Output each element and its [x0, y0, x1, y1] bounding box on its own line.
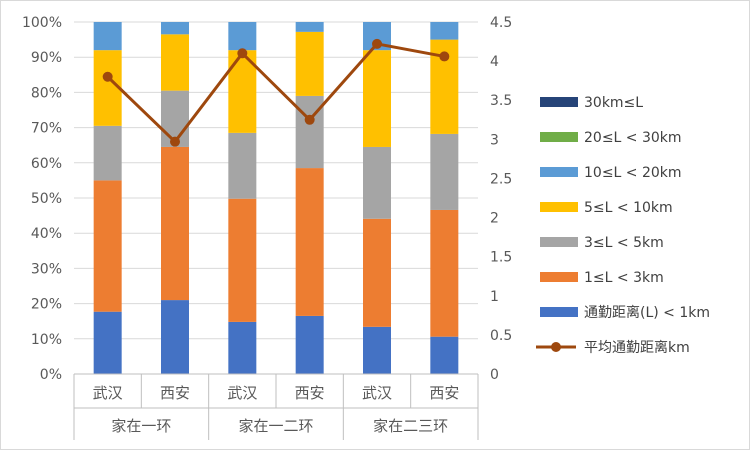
legend-swatch [540, 167, 578, 177]
legend-swatch [540, 272, 578, 282]
legend-label: 5≤L < 10km [584, 200, 673, 216]
average-line-marker [439, 51, 450, 62]
y-right-tick-label: 1 [490, 289, 499, 305]
y-right-tick-label: 1.5 [490, 250, 512, 266]
x-category-label: 西安 [295, 384, 325, 402]
bar-segment [295, 315, 324, 374]
legend-swatch [540, 307, 578, 317]
average-line [102, 38, 450, 147]
y-left-tick-label: 10% [31, 332, 62, 348]
bars [93, 22, 459, 374]
legend-label: 1≤L < 3km [584, 270, 664, 286]
bar-segment [228, 321, 257, 374]
y-left-tick-label: 50% [31, 191, 62, 207]
y-right-tick-label: 4.5 [490, 15, 512, 31]
bar-segment [161, 300, 189, 374]
legend-label: 30km≤L [584, 95, 643, 111]
y-right-tick-label: 2.5 [490, 171, 512, 187]
y-right-tick-label: 2 [490, 211, 499, 227]
y-right-tick-label: 3.5 [490, 93, 512, 109]
legend-swatch [540, 132, 578, 142]
y-right-tick-label: 0.5 [490, 328, 512, 344]
bar-segment [363, 50, 391, 147]
x-category-label: 武汉 [362, 384, 392, 402]
legend-label: 通勤距离(L) < 1km [584, 304, 710, 321]
bar-segment [430, 22, 459, 40]
bar-segment [161, 146, 189, 301]
bar-segment [93, 311, 122, 374]
bar-segment [93, 125, 122, 181]
bar-segment [93, 50, 122, 126]
x-category-label: 武汉 [227, 384, 257, 402]
y-right-tick-label: 3 [490, 132, 499, 148]
average-line-marker [170, 136, 180, 147]
bar-segment [363, 218, 391, 327]
legend-label: 3≤L < 5km [584, 235, 664, 251]
gridlines [74, 21, 478, 340]
y-left-tick-label: 40% [31, 226, 62, 242]
average-line-path [106, 42, 445, 144]
x-category-label: 西安 [429, 384, 459, 402]
legend-label: 20≤L < 30km [584, 130, 682, 146]
bar-segment [228, 132, 257, 199]
bar-segment [363, 146, 391, 219]
y-left-tick-label: 90% [31, 50, 62, 66]
x-group-label: 家在一环 [111, 417, 171, 435]
bar-segment [161, 34, 189, 91]
average-line-marker [304, 114, 315, 125]
x-category-label: 武汉 [93, 384, 123, 402]
bar-segment [295, 22, 324, 32]
x-category-label: 西安 [160, 384, 190, 402]
bar-segment [161, 22, 189, 35]
x-group-label: 家在一二环 [238, 417, 313, 435]
y-right-tick-label: 0 [490, 367, 499, 383]
bar-segment [430, 336, 459, 374]
bar-segment [295, 168, 324, 316]
bar-segment [363, 326, 391, 374]
legend-label: 平均通勤距离km [584, 339, 690, 356]
average-line-marker [372, 38, 382, 49]
legend: 30km≤L 20≤L < 30km 10≤L < 20km 5≤L < 10km 3≤… [536, 95, 710, 356]
bar-segment [228, 22, 257, 51]
legend-swatch [540, 237, 578, 247]
legend-line-marker [551, 342, 561, 352]
y-left-tick-label: 80% [31, 85, 62, 101]
y-left-tick-label: 70% [31, 121, 62, 137]
axes: 0% 10% 20% 30% 40% 50% 60% 70% 80% 90% 100% 0 0.5 1 1.… [22, 15, 512, 440]
average-line-marker [102, 71, 113, 82]
bar-segment [430, 133, 459, 210]
bar-segment [295, 31, 324, 96]
bar-segment [228, 198, 257, 322]
y-left-tick-label: 0% [40, 367, 62, 383]
y-left-tick-label: 100% [22, 15, 62, 31]
bar-segment [93, 180, 122, 312]
y-left-tick-label: 30% [31, 261, 62, 277]
y-left-tick-label: 60% [31, 156, 62, 172]
legend-swatch [540, 202, 578, 212]
average-line-marker [237, 48, 248, 59]
bar-segment [93, 22, 122, 51]
legend-label: 10≤L < 20km [584, 165, 682, 181]
bar-segment [430, 209, 459, 337]
y-left-tick-label: 20% [31, 297, 62, 313]
y-right-tick-label: 4 [490, 54, 499, 70]
legend-swatch [540, 97, 578, 107]
x-group-label: 家在二三环 [373, 417, 448, 435]
